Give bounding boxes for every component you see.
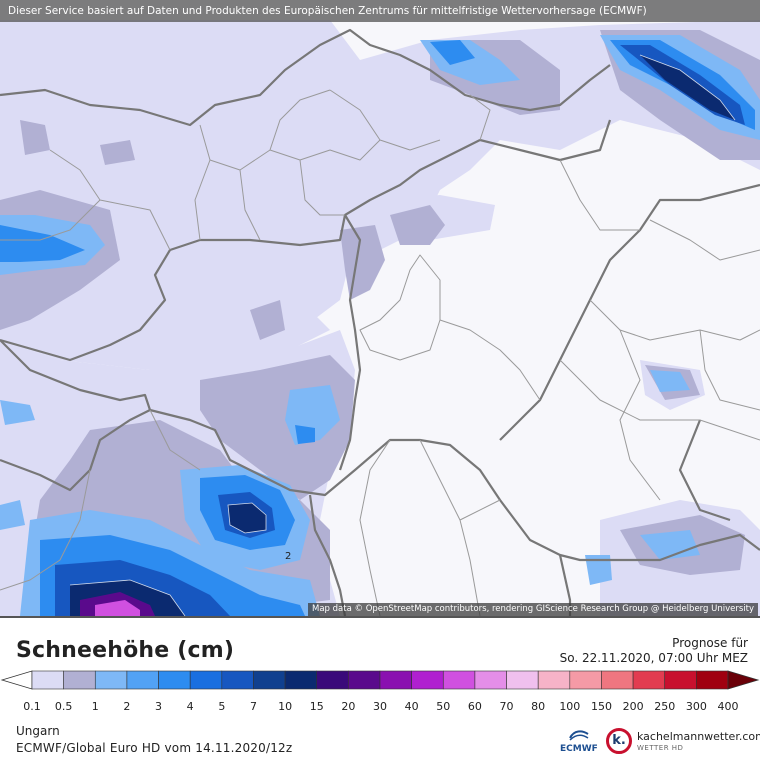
scale-tick-label: 0.1: [23, 700, 41, 713]
scale-tick-label: 400: [717, 700, 739, 713]
snow-depth-map-graphic: 2: [0, 20, 760, 616]
scale-tick-label: 100: [559, 700, 581, 713]
scale-tick-label: 10: [278, 700, 293, 713]
scale-bin-5: [221, 670, 254, 690]
brand-name: kachelmannwetter.com: [637, 730, 760, 743]
scale-tick-label: 150: [590, 700, 612, 713]
scale-bin-2: [126, 670, 159, 690]
parameter-title: Schneehöhe (cm): [16, 638, 235, 663]
scale-tick-label: 4: [186, 700, 194, 713]
snow-area-30: [95, 600, 140, 616]
scale-bin-0.5: [63, 670, 96, 690]
source-disclaimer-banner: Dieser Service basiert auf Daten und Pro…: [0, 0, 760, 22]
scale-min-arrow: [0, 670, 33, 690]
scale-bin-0.1: [31, 670, 64, 690]
scale-tick-label: 1: [91, 700, 99, 713]
scale-bin-250: [664, 670, 697, 690]
scale-bin-100: [569, 670, 602, 690]
scale-bin-300: [696, 670, 729, 690]
regional-borders: [0, 89, 760, 616]
forecast-label: Prognose für: [672, 636, 748, 650]
scale-tick-label: 30: [373, 700, 387, 713]
scale-max-arrow: [727, 670, 760, 690]
scale-tick-label: 250: [654, 700, 676, 713]
region-name: Ungarn: [16, 724, 60, 738]
scale-bin-3: [158, 670, 191, 690]
scale-tick-label: 200: [622, 700, 644, 713]
scale-bin-30: [379, 670, 412, 690]
scale-bin-4: [189, 670, 223, 690]
scale-bin-50: [442, 670, 476, 690]
ecmwf-logo-text: ECMWF: [560, 744, 598, 754]
kachelmannwetter-logo[interactable]: k. kachelmannwetter.com WETTER HD: [606, 728, 760, 758]
forecast-time: So. 22.11.2020, 07:00 Uhr MEZ: [559, 651, 748, 665]
scale-bin-10: [284, 670, 318, 690]
map-attribution: Map data © OpenStreetMap contributors, r…: [308, 603, 758, 616]
model-run-info: ECMWF/Global Euro HD vom 14.11.2020/12z: [16, 741, 293, 755]
country-borders: [0, 28, 760, 616]
scale-bin-150: [601, 670, 634, 690]
ecmwf-logo[interactable]: ECMWF: [560, 728, 600, 758]
scale-bin-70: [506, 670, 539, 690]
scale-tick-label: 2: [123, 700, 131, 713]
scale-bin-80: [537, 670, 571, 690]
weather-map[interactable]: 2 Dieser Service basiert auf Daten und P…: [0, 0, 760, 616]
color-scale: [0, 670, 760, 690]
scale-bin-40: [411, 670, 444, 690]
contour-value-label: 2: [285, 551, 291, 562]
scale-tick-label: 50: [436, 700, 451, 713]
kachelmann-k-icon: k.: [606, 728, 632, 754]
brand-subtitle: WETTER HD: [637, 744, 684, 752]
scale-bin-1: [94, 670, 128, 690]
scale-tick-label: 60: [467, 700, 482, 713]
scale-tick-label: 300: [685, 700, 707, 713]
legend-panel: Schneehöhe (cm) Prognose für So. 22.11.2…: [0, 616, 760, 760]
scale-tick-label: 15: [309, 700, 324, 713]
scale-tick-label: 40: [404, 700, 419, 713]
snow-contours: [69, 54, 736, 616]
scale-tick-label: 80: [531, 700, 546, 713]
scale-tick-label: 5: [218, 700, 226, 713]
scale-bin-20: [348, 670, 381, 690]
scale-tick-label: 7: [249, 700, 257, 713]
scale-bin-200: [632, 670, 666, 690]
scale-tick-label: 0.5: [54, 700, 73, 713]
scale-tick-label: 70: [499, 700, 514, 713]
scale-tick-label: 3: [155, 700, 163, 713]
ecmwf-swirl-icon: [569, 730, 589, 741]
scale-bin-7: [253, 670, 286, 690]
scale-bin-15: [316, 670, 349, 690]
scale-bin-60: [474, 670, 507, 690]
scale-tick-label: 20: [341, 700, 356, 713]
